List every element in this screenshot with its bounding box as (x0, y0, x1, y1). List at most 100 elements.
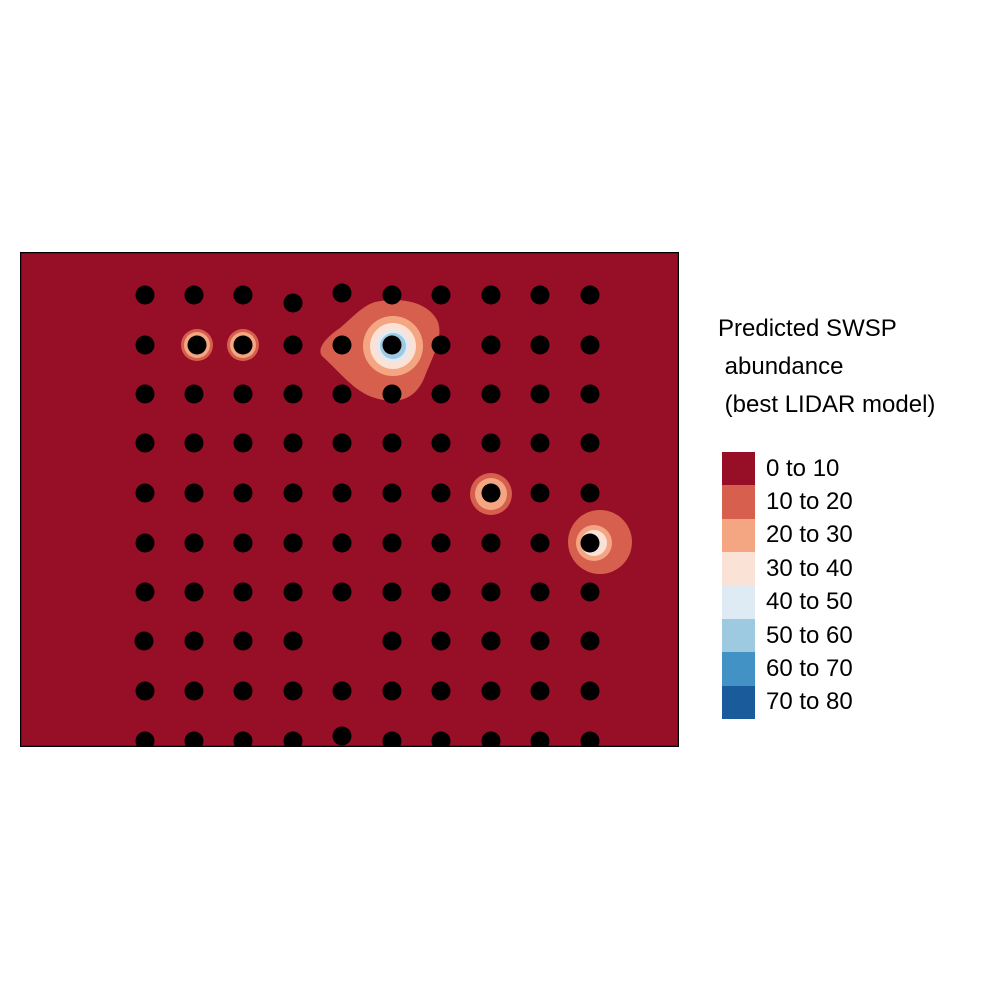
survey-point (530, 433, 550, 453)
survey-point (135, 433, 155, 453)
survey-point (283, 533, 303, 553)
legend: Predicted SWSP abundance (best LIDAR mod… (718, 310, 988, 720)
map-frame (20, 252, 679, 747)
survey-point (332, 483, 352, 503)
survey-point (283, 433, 303, 453)
survey-point (332, 726, 352, 746)
legend-item-40-50: 40 to 50 (722, 585, 853, 619)
survey-point (481, 582, 501, 602)
survey-point (233, 533, 253, 553)
survey-point (431, 483, 451, 503)
survey-point (580, 335, 600, 355)
survey-point (382, 285, 402, 305)
survey-point (135, 384, 155, 404)
survey-point (332, 582, 352, 602)
survey-point (187, 335, 207, 355)
survey-point (135, 533, 155, 553)
legend-item-10-20: 10 to 20 (722, 485, 853, 519)
legend-label-0-10: 0 to 10 (766, 454, 840, 482)
survey-point (184, 533, 204, 553)
survey-point (382, 384, 402, 404)
survey-point (431, 433, 451, 453)
survey-point (233, 731, 253, 747)
survey-point (184, 285, 204, 305)
survey-point (283, 731, 303, 747)
survey-point (580, 631, 600, 651)
survey-point (233, 285, 253, 305)
survey-point (431, 582, 451, 602)
survey-point (184, 384, 204, 404)
survey-point (481, 384, 501, 404)
legend-title-line-1: Predicted SWSP (718, 315, 897, 342)
survey-point (481, 483, 501, 503)
survey-point (233, 335, 253, 355)
survey-point (530, 384, 550, 404)
survey-point (481, 533, 501, 553)
survey-point (382, 483, 402, 503)
survey-point (283, 335, 303, 355)
survey-point (530, 731, 550, 747)
abundance-raster (20, 252, 679, 747)
survey-point (233, 582, 253, 602)
survey-point (382, 433, 402, 453)
survey-point (332, 433, 352, 453)
survey-point (580, 533, 600, 553)
survey-points (134, 283, 600, 747)
survey-point (431, 285, 451, 305)
survey-point (382, 533, 402, 553)
survey-point (332, 335, 352, 355)
survey-point (580, 384, 600, 404)
legend-label-20-30: 20 to 30 (766, 521, 853, 549)
survey-point (332, 283, 352, 303)
legend-item-50-60: 50 to 60 (722, 618, 853, 653)
survey-point (382, 335, 402, 355)
legend-label-10-20: 10 to 20 (766, 488, 853, 516)
legend-swatch-0-10 (722, 452, 755, 486)
legend-swatch-30-40 (722, 552, 755, 586)
legend-swatch-10-20 (722, 485, 755, 519)
legend-item-60-70: 60 to 70 (722, 652, 853, 686)
survey-point (481, 335, 501, 355)
survey-point (530, 483, 550, 503)
survey-point (332, 533, 352, 553)
legend-title-line-3: (best LIDAR model) (718, 391, 936, 418)
survey-point (283, 681, 303, 701)
survey-point (332, 681, 352, 701)
survey-point (530, 285, 550, 305)
survey-point (184, 582, 204, 602)
abundance-map (20, 252, 679, 747)
survey-point (382, 731, 402, 747)
survey-point (431, 335, 451, 355)
legend-swatch-70-80 (722, 685, 755, 720)
survey-point (530, 631, 550, 651)
legend-title-line-2: abundance (718, 353, 844, 380)
survey-point (580, 483, 600, 503)
legend-item-70-80: 70 to 80 (722, 685, 853, 720)
survey-point (332, 384, 352, 404)
legend-swatch-50-60 (722, 618, 755, 653)
survey-point (135, 681, 155, 701)
survey-point (283, 293, 303, 313)
survey-point (530, 681, 550, 701)
legend-label-60-70: 60 to 70 (766, 655, 853, 683)
survey-point (134, 631, 154, 651)
survey-point (184, 731, 204, 747)
survey-point (135, 335, 155, 355)
survey-point (580, 681, 600, 701)
survey-point (135, 582, 155, 602)
survey-point (481, 433, 501, 453)
survey-point (184, 631, 204, 651)
legend-label-30-40: 30 to 40 (766, 554, 853, 582)
survey-point (283, 631, 303, 651)
legend-item-20-30: 20 to 30 (722, 518, 853, 553)
survey-point (580, 433, 600, 453)
survey-point (233, 681, 253, 701)
survey-point (135, 285, 155, 305)
survey-point (530, 335, 550, 355)
survey-point (431, 533, 451, 553)
survey-point (283, 582, 303, 602)
survey-point (580, 731, 600, 747)
legend-keys: 0 to 10 10 to 20 20 to 30 30 to 40 40 to… (722, 452, 853, 720)
legend-item-0-10: 0 to 10 (722, 452, 853, 486)
survey-point (283, 483, 303, 503)
